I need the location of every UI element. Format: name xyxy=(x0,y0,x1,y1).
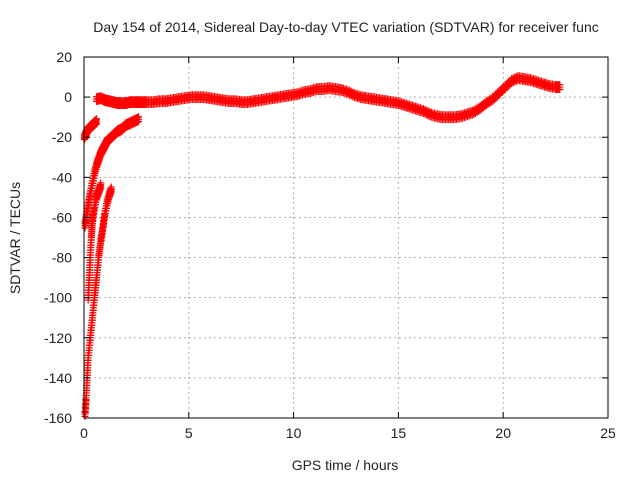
data-point xyxy=(93,115,101,123)
series-converging-arc-2 xyxy=(81,113,142,232)
data-point xyxy=(347,87,355,95)
y-axis-label: SDTVAR / TECUs xyxy=(7,182,23,294)
y-tick-label: -120 xyxy=(44,330,72,346)
chart-title: Day 154 of 2014, Sidereal Day-to-day VTE… xyxy=(93,19,599,35)
data-point xyxy=(134,113,142,121)
x-tick-label: 5 xyxy=(185,425,193,441)
x-tick-label: 15 xyxy=(391,425,407,441)
data-point xyxy=(349,88,357,96)
x-axis-label: GPS time / hours xyxy=(292,457,399,473)
series-converging-arc-3 xyxy=(84,179,105,304)
y-tick-label: -20 xyxy=(52,129,72,145)
series-converging-arc-4 xyxy=(81,183,115,420)
data-point xyxy=(344,86,352,94)
data-point xyxy=(421,105,429,113)
series-main-trace xyxy=(93,72,564,124)
data-point xyxy=(511,73,519,81)
data-point xyxy=(97,179,105,187)
data-point xyxy=(556,81,564,89)
y-tick-label: -160 xyxy=(44,410,72,426)
x-tick-label: 0 xyxy=(80,425,88,441)
y-tick-label: -100 xyxy=(44,290,72,306)
data-point xyxy=(423,106,431,114)
y-tick-label: -80 xyxy=(52,250,72,266)
data-point xyxy=(346,86,354,94)
data-point xyxy=(424,107,432,115)
series-converging-arc-1 xyxy=(80,115,101,144)
data-point xyxy=(420,105,428,113)
data-point xyxy=(107,183,115,191)
y-tick-label: -140 xyxy=(44,370,72,386)
x-tick-label: 25 xyxy=(600,425,616,441)
y-tick-label: 20 xyxy=(56,49,72,65)
axis-ticks: 0 5 10 15 20 25 -160 -140 -120 -100 -80 -60 -40 -20 0 2… xyxy=(44,49,616,441)
grid xyxy=(84,57,608,418)
data-points xyxy=(80,72,564,420)
x-tick-label: 10 xyxy=(286,425,302,441)
x-tick-label: 20 xyxy=(495,425,511,441)
y-tick-label: -60 xyxy=(52,209,72,225)
plot-frame xyxy=(83,56,609,419)
y-tick-label: -40 xyxy=(52,169,72,185)
y-tick-label: 0 xyxy=(64,89,72,105)
